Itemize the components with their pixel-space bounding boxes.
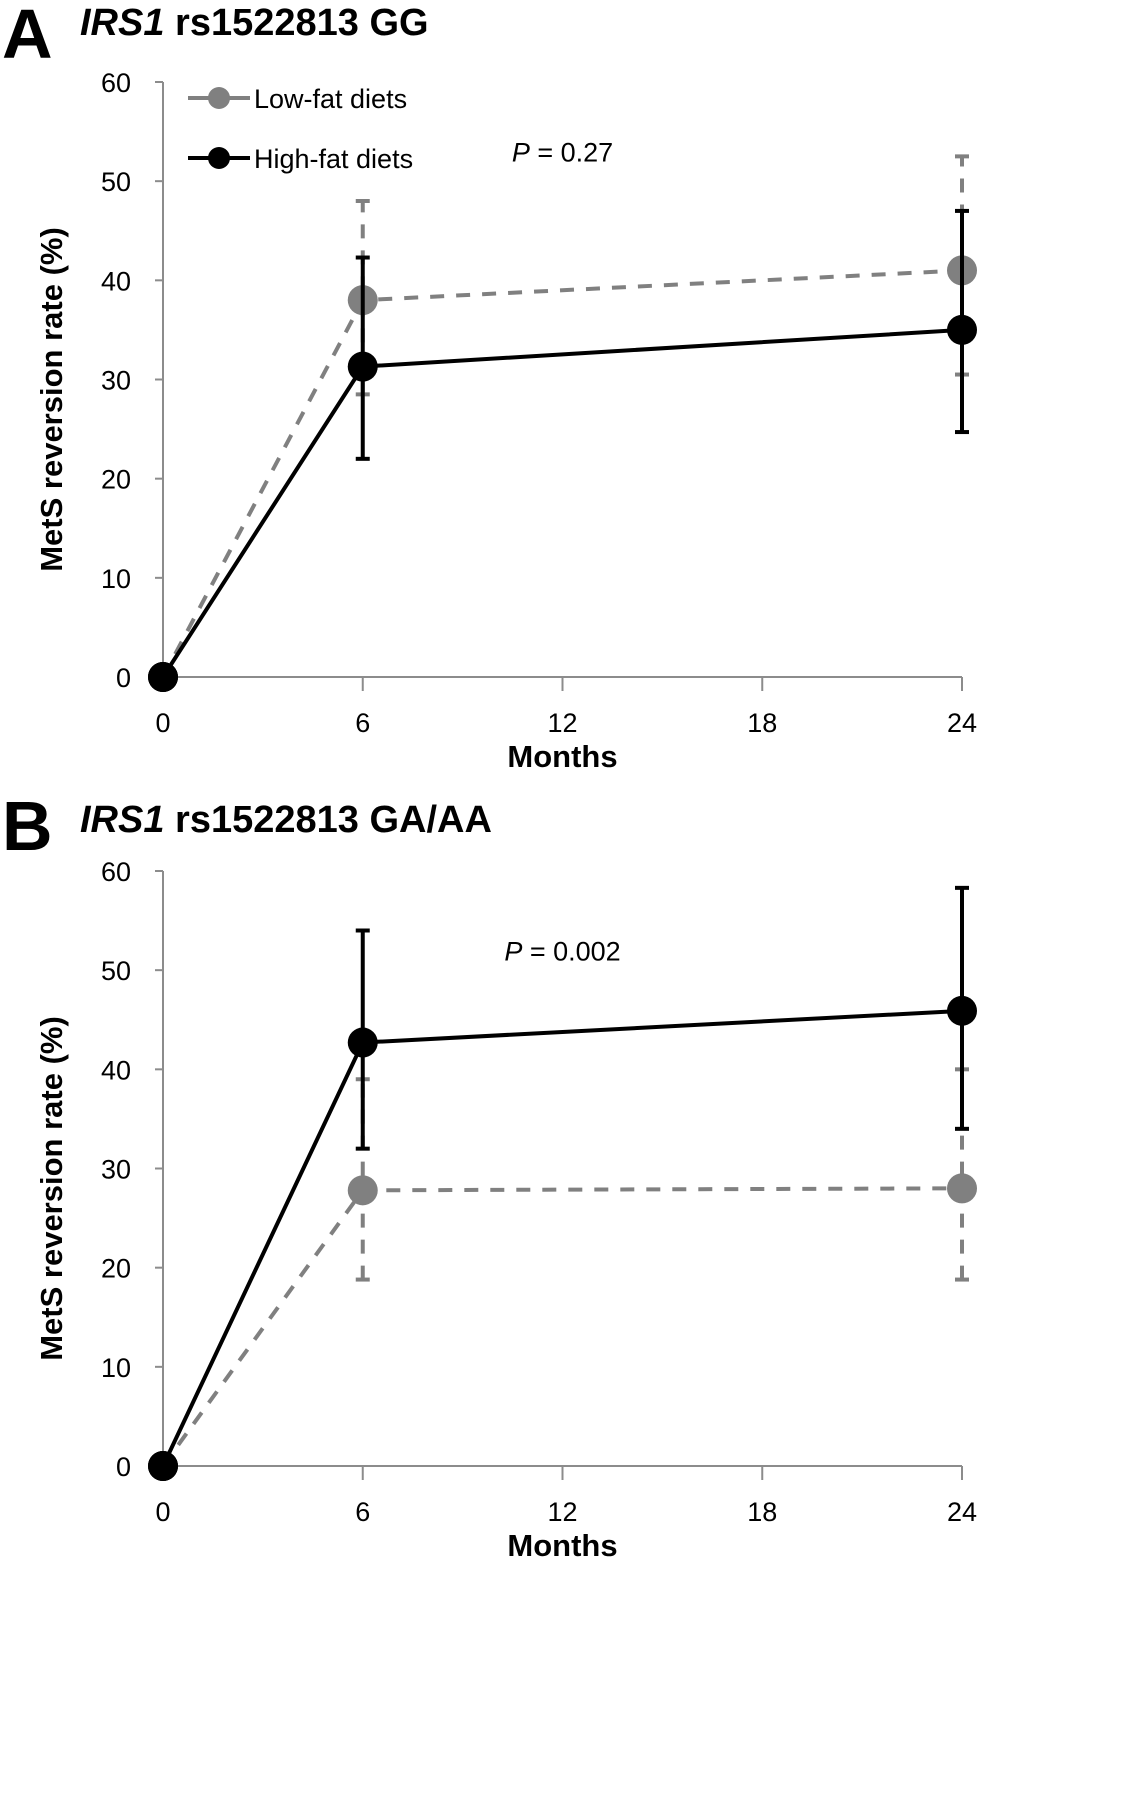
panel-title: IRS1 rs1522813 GA/AA (80, 799, 492, 841)
x-tick-label: 0 (155, 708, 170, 738)
panel-label: B (2, 790, 53, 865)
y-tick-label: 0 (116, 1452, 131, 1482)
x-tick-label: 6 (355, 1497, 370, 1527)
legend-item: Low-fat diets (188, 84, 407, 114)
y-tick-label: 20 (101, 465, 131, 495)
y-tick-label: 20 (101, 1254, 131, 1284)
x-tick-label: 12 (547, 1497, 577, 1527)
p-value-text: = 0.27 (530, 137, 613, 167)
series-high-fat-diets (148, 208, 977, 692)
x-tick-label: 18 (747, 1497, 777, 1527)
y-tick-label: 10 (101, 564, 131, 594)
panel-title-variant: rs1522813 GG (164, 2, 428, 44)
x-axis-title: Months (507, 739, 617, 774)
data-point (947, 1173, 977, 1204)
x-tick-label: 18 (747, 708, 777, 738)
x-axis-title: Months (507, 1528, 617, 1563)
p-value-text: = 0.002 (522, 936, 620, 966)
data-point (347, 1027, 378, 1058)
y-tick-label: 60 (101, 857, 131, 887)
y-tick-label: 50 (101, 167, 131, 197)
p-value-annotation: P = 0.002 (504, 936, 620, 966)
panel-title-variant: rs1522813 GA/AA (164, 799, 491, 841)
y-tick-label: 30 (101, 366, 131, 396)
legend-marker (208, 87, 230, 109)
panel-a: A IRS1 rs1522813 GG 0 10 20 30 40 50 60 0 6 12 18 24 M… (0, 0, 1131, 900)
p-value-symbol: P (504, 936, 522, 966)
series-high-fat-diets (148, 885, 977, 1481)
legend-label: High-fat diets (254, 144, 413, 174)
panel-title: IRS1 rs1522813 GG (80, 2, 429, 44)
y-tick-label: 0 (116, 663, 131, 693)
series-line (161, 268, 963, 678)
y-axis-title: MetS reversion rate (%) (34, 227, 69, 572)
panel-title-gene: IRS1 (80, 2, 164, 44)
data-point (947, 995, 977, 1026)
series-line (161, 1186, 963, 1468)
x-tick-label: 24 (947, 708, 977, 738)
x-tick-label: 24 (947, 1497, 977, 1527)
panel-label: A (2, 0, 53, 73)
data-point (347, 351, 378, 382)
series-low-fat-diets (148, 1067, 977, 1481)
data-point (947, 314, 977, 345)
p-value-annotation: P = 0.27 (512, 137, 613, 167)
series-low-fat-diets (148, 154, 977, 692)
y-axis-title: MetS reversion rate (%) (34, 1016, 69, 1361)
y-tick-label: 40 (101, 266, 131, 296)
y-tick-label: 50 (101, 956, 131, 986)
x-tick-label: 12 (547, 708, 577, 738)
legend-marker (208, 147, 230, 169)
data-point (347, 1175, 378, 1206)
series-line (161, 1008, 963, 1467)
chart-b-svg: B IRS1 rs1522813 GA/AA 0 10 20 30 40 50 60 0 6 12 18… (2, 787, 977, 1563)
y-tick-label: 40 (101, 1055, 131, 1085)
x-tick-label: 6 (355, 708, 370, 738)
origin-point (148, 662, 178, 692)
p-value-symbol: P (512, 137, 530, 167)
y-tick-label: 30 (101, 1155, 131, 1185)
panel-title-gene: IRS1 (80, 799, 164, 841)
y-tick-label: 60 (101, 68, 131, 98)
origin-point (148, 1451, 178, 1481)
legend-label: Low-fat diets (254, 84, 407, 114)
panel-b: B IRS1 rs1522813 GA/AA 0 10 20 30 40 50 60 0 6 12 18… (0, 787, 1131, 1690)
y-tick-label: 10 (101, 1353, 131, 1383)
legend-item: High-fat diets (188, 144, 413, 174)
chart-a-svg: A IRS1 rs1522813 GG 0 10 20 30 40 50 60 0 6 12 18 24 M… (2, 0, 977, 774)
x-tick-label: 0 (155, 1497, 170, 1527)
series-line (161, 327, 963, 679)
